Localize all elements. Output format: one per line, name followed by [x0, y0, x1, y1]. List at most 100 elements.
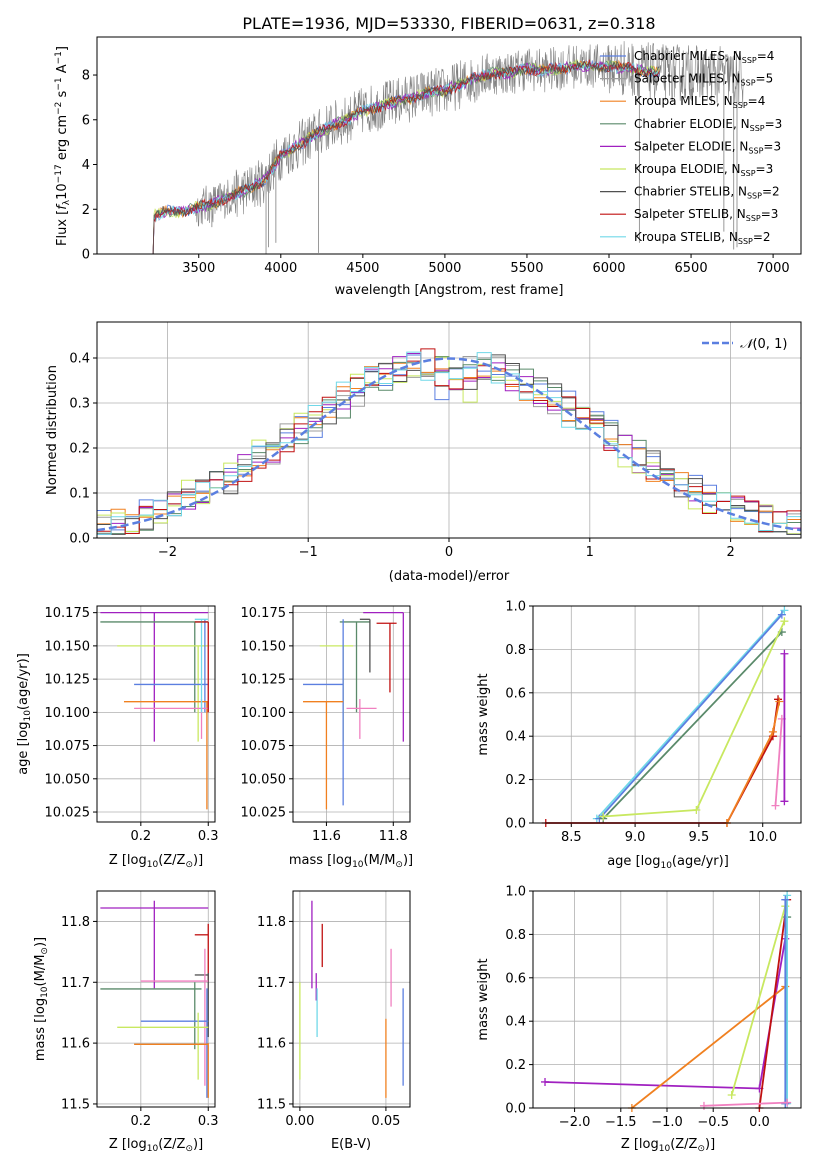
weight-line-salp_stelib [545, 699, 779, 824]
weight-plot [541, 891, 792, 1112]
errorbar-plot [299, 900, 404, 1098]
x-tick-label: 1 [586, 545, 594, 560]
model-salp_elodie [151, 60, 660, 254]
x-tick-label: −2.0 [559, 1115, 591, 1130]
weight-marker [775, 697, 784, 706]
weight-line-krou_miles [726, 701, 781, 824]
x-tick-label: 0.2 [130, 829, 151, 844]
axes: 3500 4000 4500 5000 5500 6000 6500 7000 0 2 4 6 8 wav… [54, 36, 802, 298]
histogram-plot [97, 348, 801, 535]
model-krou_elodie [151, 59, 660, 254]
y-tick-label: 10.125 [241, 673, 287, 688]
axes-frame [292, 890, 411, 1108]
axes: −2 −1 0 1 2 0.0 0.1 0.2 0.3 0.4 (data-model)/error… [45, 321, 802, 584]
y-tick-label: 0.0 [69, 532, 90, 547]
x-tick-label: 6500 [675, 261, 708, 276]
y-tick-label: 11.8 [257, 915, 286, 930]
y-tick-label: 10.100 [241, 706, 287, 721]
legend-entry: 𝒩(0, 1) [740, 337, 787, 352]
y-tick-label: 10.075 [241, 739, 287, 754]
y-tick-label: 2 [82, 203, 90, 218]
x-tick-label: −0.5 [697, 1115, 729, 1130]
y-tick-label: 6 [82, 113, 90, 128]
legend-entry: Kroupa ELODIE, NSSP=3 [634, 162, 773, 178]
y-tick-label: 0.3 [69, 397, 90, 412]
axes-frame [532, 605, 802, 824]
model-krou_miles [151, 59, 660, 254]
y-tick-label: 10.050 [45, 772, 91, 787]
weight-plot [541, 606, 789, 827]
x-axis-label: Z [log10(Z/Z⊙)] [109, 1137, 203, 1154]
x-tick-label: 3500 [182, 261, 215, 276]
weight-marker [727, 1090, 736, 1099]
axes-frame [96, 605, 216, 823]
x-tick-label: 6000 [592, 261, 625, 276]
model-chab_stelib [151, 60, 660, 254]
y-tick-label: 11.7 [257, 976, 286, 991]
y-axis-label: Flux [fλ10−17 erg cm−2 s−1 A−1] [54, 46, 72, 246]
x-axis-label: Z [log10(Z/Z⊙)] [621, 1137, 715, 1154]
weight-marker [771, 801, 780, 810]
x-tick-label: 9.0 [625, 830, 646, 845]
model-chab_miles [151, 59, 660, 254]
x-axis-label: E(B-V) [331, 1137, 371, 1152]
y-tick-label: 11.7 [61, 976, 90, 991]
y-tick-label: 11.5 [61, 1097, 90, 1112]
x-tick-label: −2 [158, 545, 177, 560]
errorbar-plot [100, 611, 209, 810]
weight-marker [780, 617, 789, 626]
axes: −2.0 −1.5 −1.0 −0.5 0.0 0.0 0.2 0.4 0.6 0.8 1.0 Z [… [476, 885, 802, 1154]
legend-entry: Chabrier ELODIE, NSSP=3 [634, 117, 782, 133]
spectrum-plot [149, 41, 744, 254]
y-tick-label: 0.2 [505, 773, 526, 788]
axes: 8.5 9.0 9.5 10.0 0.0 0.2 0.4 0.6 0.8 1.0 age [log1… [476, 600, 802, 871]
weight-marker [541, 1077, 550, 1086]
x-tick-label: 0.00 [285, 1114, 314, 1129]
model-salp_stelib [151, 59, 660, 254]
figure-title: PLATE=1936, MJD=53330, FIBERID=0631, z=0… [242, 14, 655, 33]
model-krou_stelib [151, 61, 660, 254]
axes-frame [96, 36, 802, 255]
legend: Chabrier MILES, NSSP=4 Salpeter MILES, NS… [600, 49, 782, 246]
weight-line-chab_miles [598, 614, 783, 820]
weight-line-krou_miles [631, 985, 786, 1109]
weight-marker [768, 727, 777, 736]
y-tick-label: 0.4 [505, 730, 526, 745]
legend-entry: Salpeter ELODIE, NSSP=3 [634, 139, 781, 155]
axes-frame [532, 890, 802, 1109]
x-tick-label: 0.05 [371, 1114, 400, 1129]
y-tick-label: 0 [82, 248, 90, 263]
legend-entry: Salpeter MILES, NSSP=5 [634, 72, 773, 88]
x-tick-label: 0.2 [130, 1114, 151, 1129]
weight-marker [783, 1098, 792, 1107]
weight-marker [699, 1101, 708, 1110]
axes: 0.2 0.3 11.5 11.6 11.7 11.8 Z [log10(Z/Z⊙)] mas… [33, 890, 219, 1154]
x-tick-label: 7000 [757, 261, 790, 276]
legend-entry: Kroupa MILES, NSSP=4 [634, 94, 765, 110]
y-axis-label: Normed distribution [45, 365, 60, 495]
x-tick-label: 4000 [264, 261, 297, 276]
axes: 11.6 11.8 10.025 10.050 10.075 10.100 10.125 10… [241, 605, 413, 870]
y-tick-label: 4 [82, 158, 90, 173]
normal-curve [97, 357, 801, 532]
weight-line-krou_stelib [596, 609, 786, 820]
legend-entry: Kroupa STELIB, NSSP=2 [634, 230, 771, 246]
x-tick-label: 0.0 [749, 1115, 770, 1130]
x-tick-label: −1 [299, 545, 318, 560]
weight-marker [783, 891, 792, 900]
y-tick-label: 0.0 [505, 1102, 526, 1117]
y-tick-label: 10.175 [241, 606, 287, 621]
y-tick-label: 0.6 [505, 971, 526, 986]
y-tick-label: 8 [82, 69, 90, 84]
weight-marker [780, 797, 789, 806]
y-tick-label: 11.6 [61, 1037, 90, 1052]
x-tick-label: 5000 [428, 261, 461, 276]
axes: 0.2 0.3 10.025 10.050 10.075 10.100 10.125 10.1… [16, 605, 219, 870]
legend-entry: Chabrier STELIB, NSSP=2 [634, 185, 780, 201]
weight-marker [780, 606, 789, 615]
x-axis-label: wavelength [Angstrom, rest frame] [335, 283, 564, 298]
x-tick-label: 11.6 [312, 829, 341, 844]
x-tick-label: 8.5 [561, 830, 582, 845]
y-tick-label: 11.5 [257, 1097, 286, 1112]
